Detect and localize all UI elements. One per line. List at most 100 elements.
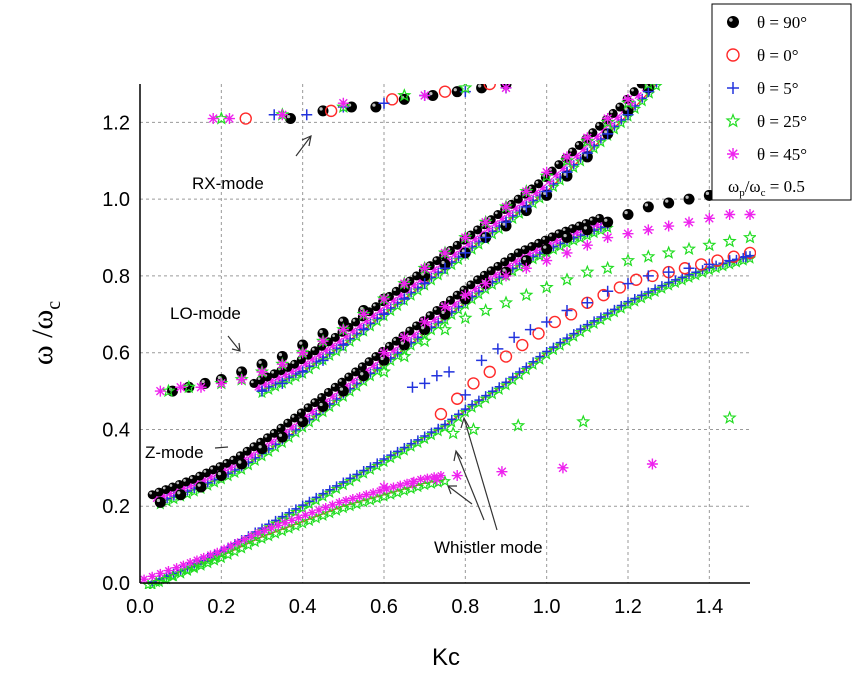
marker-asterisk: [337, 97, 349, 109]
marker-asterisk: [520, 262, 532, 274]
marker-plus: [727, 82, 739, 94]
marker-asterisk: [398, 331, 410, 343]
marker-ball-highlight: [250, 380, 254, 384]
marker-star: [539, 279, 554, 294]
marker-ball-highlight: [352, 368, 356, 372]
marker-asterisk: [406, 477, 418, 489]
marker-star: [486, 387, 499, 400]
marker-plus: [670, 275, 680, 285]
marker-ball: [683, 193, 695, 205]
marker-asterisk: [307, 354, 317, 364]
marker-plus: [622, 109, 634, 121]
annotation-lo-mode: LO-mode: [170, 304, 241, 323]
legend-item: θ = 0°: [726, 46, 799, 65]
marker-star: [567, 330, 580, 342]
marker-asterisk: [307, 508, 317, 518]
marker-plus: [318, 489, 328, 499]
annotation-arrows: [214, 134, 498, 531]
marker-ball-highlight: [189, 476, 193, 480]
marker-asterisk: [602, 232, 614, 244]
marker-plus: [433, 423, 443, 433]
marker-star: [621, 298, 635, 310]
marker-asterisk: [368, 488, 378, 498]
marker-asterisk: [212, 547, 222, 557]
marker-ball: [317, 400, 329, 412]
marker-plus: [284, 508, 294, 518]
marker-ball-highlight: [427, 312, 430, 316]
marker-star: [316, 490, 330, 502]
marker-asterisk: [266, 523, 276, 533]
marker-star: [499, 378, 513, 391]
marker-asterisk: [253, 528, 263, 538]
marker-ball-highlight: [528, 243, 532, 247]
marker-ball-highlight: [223, 460, 227, 464]
marker-asterisk: [361, 316, 371, 326]
marker-plus: [406, 381, 418, 393]
marker-circle: [564, 308, 578, 321]
marker-ball-highlight: [271, 430, 274, 434]
marker-asterisk: [500, 84, 512, 94]
marker-plus: [603, 308, 613, 318]
marker-asterisk: [334, 497, 344, 507]
marker-ball-highlight: [488, 267, 491, 271]
marker-ball-highlight: [563, 172, 567, 176]
marker-plus: [297, 366, 309, 378]
marker-asterisk: [199, 475, 209, 485]
x-tick-label: 0.0: [126, 596, 154, 618]
marker-plus: [459, 389, 471, 401]
marker-star: [397, 88, 412, 102]
marker-ball-highlight: [589, 217, 593, 221]
marker-plus: [524, 324, 536, 336]
marker-asterisk: [172, 563, 182, 573]
marker-asterisk: [443, 254, 453, 264]
marker-asterisk: [612, 112, 622, 122]
marker-plus: [581, 147, 593, 159]
marker-asterisk: [253, 382, 263, 392]
marker-ball-highlight: [433, 307, 437, 311]
marker-circle: [438, 85, 452, 98]
marker-plus: [378, 97, 390, 109]
marker-star: [689, 268, 702, 281]
marker-star: [391, 448, 404, 460]
marker-ball: [534, 179, 544, 189]
marker-ball-highlight: [291, 361, 295, 364]
marker-star: [398, 444, 411, 456]
x-tick-label: 1.0: [533, 596, 561, 618]
marker-ball-highlight: [413, 322, 417, 326]
marker-asterisk: [524, 193, 534, 203]
annotation-whistler-mode: Whistler mode: [434, 538, 543, 557]
marker-ball-highlight: [372, 103, 376, 107]
marker-star: [472, 396, 485, 409]
marker-ball: [337, 385, 349, 397]
marker-ball-highlight: [400, 341, 405, 345]
marker-asterisk: [504, 261, 514, 271]
marker-asterisk: [388, 295, 398, 305]
marker-asterisk: [622, 228, 634, 240]
marker-asterisk: [321, 503, 331, 513]
marker-asterisk: [531, 245, 541, 255]
marker-asterisk: [557, 462, 569, 474]
marker-asterisk: [622, 93, 634, 105]
marker-star: [608, 305, 621, 318]
marker-asterisk: [337, 324, 349, 336]
marker-ball-highlight: [311, 347, 315, 351]
marker-ball-highlight: [555, 230, 559, 234]
marker-ball-highlight: [318, 394, 322, 398]
marker-plus: [655, 84, 658, 88]
marker-asterisk: [683, 216, 695, 228]
marker-star: [161, 383, 176, 398]
marker-ball-highlight: [453, 88, 457, 92]
marker-ball-highlight: [729, 18, 733, 22]
marker-plus: [515, 367, 525, 377]
marker-ball-highlight: [217, 463, 220, 467]
marker-asterisk: [158, 491, 168, 501]
marker-asterisk: [633, 91, 643, 101]
marker-ball-highlight: [467, 281, 471, 285]
marker-asterisk: [429, 314, 439, 324]
marker-plus: [589, 316, 599, 326]
marker-plus: [419, 377, 431, 389]
marker-ball: [602, 216, 614, 228]
marker-asterisk: [451, 470, 463, 482]
marker-asterisk: [504, 208, 514, 218]
marker-plus: [609, 304, 619, 314]
